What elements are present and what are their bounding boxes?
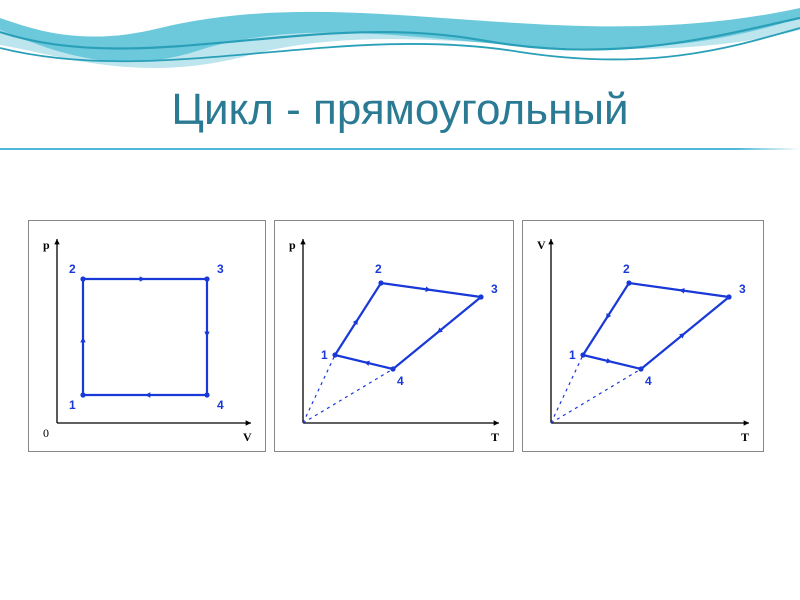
svg-text:V: V <box>243 430 252 444</box>
title-underline <box>0 148 800 150</box>
svg-text:2: 2 <box>375 262 382 276</box>
chart-panel-1: p T 1 2 3 4 <box>274 220 514 452</box>
charts-row: p V 0 1 2 3 4 p T 1 2 3 4 V T 1 2 3 4 <box>28 220 764 452</box>
svg-text:3: 3 <box>491 282 498 296</box>
svg-text:p: p <box>289 238 296 252</box>
svg-text:4: 4 <box>217 398 224 412</box>
chart-panel-2: V T 1 2 3 4 <box>522 220 764 452</box>
svg-text:4: 4 <box>397 374 404 388</box>
svg-text:4: 4 <box>645 374 652 388</box>
svg-text:1: 1 <box>69 398 76 412</box>
svg-text:2: 2 <box>69 262 76 276</box>
svg-text:V: V <box>537 238 546 252</box>
slide-title: Цикл - прямоугольный <box>0 85 800 135</box>
chart-panel-0: p V 0 1 2 3 4 <box>28 220 266 452</box>
svg-text:1: 1 <box>569 348 576 362</box>
svg-text:1: 1 <box>321 348 328 362</box>
wave-background <box>0 0 800 160</box>
svg-text:p: p <box>43 238 50 252</box>
svg-text:3: 3 <box>217 262 224 276</box>
svg-text:3: 3 <box>739 282 746 296</box>
svg-text:0: 0 <box>43 426 49 440</box>
svg-text:T: T <box>491 430 499 444</box>
svg-text:T: T <box>741 430 749 444</box>
svg-text:2: 2 <box>623 262 630 276</box>
